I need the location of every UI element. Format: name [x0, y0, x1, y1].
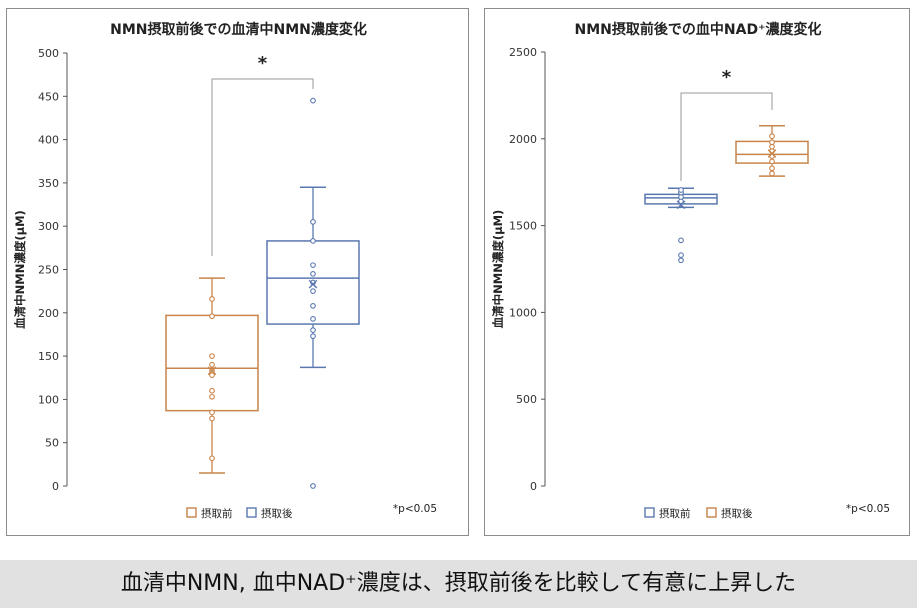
legend-swatch: [186, 507, 197, 518]
y-axis-label: 血清中NMN濃度(μM): [13, 210, 27, 329]
data-point: [310, 483, 316, 489]
legend-label: 摂取前: [659, 507, 691, 520]
chart-panel-nmn: NMN摂取前後での血清中NMN濃度変化血清中NMN濃度(μM) 0 50 100 150…: [6, 8, 469, 536]
data-point: [209, 353, 215, 359]
data-point: [769, 139, 775, 146]
significance-star: *: [258, 53, 268, 74]
y-tick-label: 2500: [509, 46, 537, 59]
data-point: [209, 393, 215, 400]
y-axis-label: 血清中NMN濃度(μM): [491, 210, 505, 329]
data-point: [310, 316, 316, 322]
chart-panel-nad: NMN摂取前後での血中NAD⁺濃度変化血清中NMN濃度(μM) 0 500 1000 1…: [484, 8, 910, 536]
data-point: [310, 303, 316, 309]
data-point: [209, 387, 215, 394]
y-tick-label: 0: [52, 480, 59, 493]
data-point: [310, 270, 316, 277]
y-tick-label: 500: [516, 393, 537, 406]
data-point: [310, 219, 316, 225]
chart-title: NMN摂取前後での血中NAD⁺濃度変化: [575, 21, 822, 38]
data-point: [769, 158, 775, 165]
y-tick-label: 300: [38, 220, 59, 233]
data-point: [678, 237, 684, 244]
significance-bracket: [680, 92, 773, 181]
data-point: [769, 165, 775, 172]
significance-star: *: [722, 67, 732, 88]
data-point: [310, 288, 316, 295]
legend-swatch: [246, 507, 257, 518]
y-tick-label: 200: [38, 307, 59, 320]
data-point: [678, 257, 684, 264]
data-point: [769, 133, 775, 140]
legend-label: 摂取後: [261, 507, 293, 520]
p-value-note: *p<0.05: [393, 503, 437, 515]
summary-caption: 血清中NMN, 血中NAD⁺濃度は、摂取前後を比較して有意に上昇した: [0, 560, 917, 608]
p-value-note: *p<0.05: [846, 503, 890, 515]
y-tick-label: 1500: [509, 220, 537, 233]
y-tick-label: 350: [38, 177, 59, 190]
y-tick-label: 1000: [509, 306, 537, 319]
data-point: [310, 97, 316, 104]
data-point: [310, 327, 316, 333]
y-tick-label: 450: [38, 90, 59, 103]
legend-label: 摂取前: [201, 507, 233, 520]
y-tick-label: 400: [38, 134, 59, 147]
data-point: [310, 333, 316, 340]
legend-label: 摂取後: [721, 507, 753, 520]
y-tick-label: 500: [38, 47, 59, 60]
mean-marker: [308, 279, 318, 289]
y-tick-label: 2000: [509, 133, 537, 146]
data-point: [310, 262, 316, 269]
y-tick-label: 250: [38, 264, 59, 277]
data-point: [209, 361, 215, 368]
data-point: [678, 187, 684, 193]
data-point: [678, 252, 684, 258]
data-point: [310, 238, 316, 244]
legend-swatch: [644, 507, 655, 518]
data-point: [209, 415, 215, 422]
mean-marker: [207, 366, 217, 376]
y-tick-label: 150: [38, 350, 59, 363]
data-point: [209, 313, 215, 320]
data-point: [209, 296, 215, 302]
legend-swatch: [706, 507, 717, 518]
chart-title: NMN摂取前後での血清中NMN濃度変化: [110, 21, 367, 38]
y-tick-label: 0: [530, 480, 537, 493]
y-tick-label: 100: [38, 393, 59, 406]
significance-bracket: [211, 78, 314, 256]
mean-marker: [676, 200, 686, 210]
data-point: [209, 409, 215, 416]
data-point: [769, 170, 775, 177]
data-point: [209, 455, 215, 462]
y-tick-label: 50: [45, 437, 59, 450]
mean-marker: [767, 149, 777, 158]
